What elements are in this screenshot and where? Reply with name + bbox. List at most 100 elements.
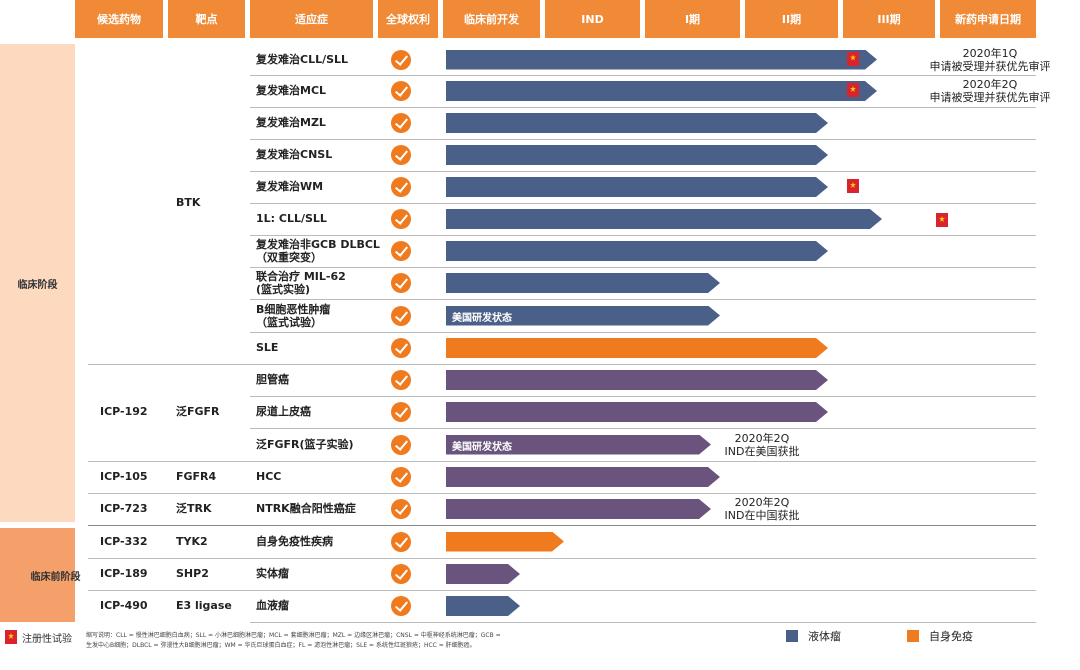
check-icon [391,338,411,358]
header-candidate: 候选药物 [75,0,163,38]
target-label: TYK2 [176,534,208,548]
row-divider [250,267,1036,268]
target-label: 泛TRK [176,502,212,515]
header-indication: 适应症 [250,0,373,38]
header-global-rights: 全球权利 [378,0,438,38]
check-icon [391,177,411,197]
check-icon [391,467,411,487]
abbreviation-note-1: 缩写说明：CLL = 慢性淋巴细胞白血病；SLL = 小淋巴细胞淋巴瘤；MCL … [86,632,501,639]
stage-preclinical [0,528,75,622]
status-note: 2020年2Q IND在中国获批 [724,496,800,522]
status-note: 2020年2Q 申请被受理并获优先审评 [929,78,1051,104]
row-divider [250,75,1036,76]
row-divider [250,171,1036,172]
indication-label: 复发难治CNSL [256,148,333,161]
progress-bar [446,209,882,229]
header-phase-2: II期 [745,0,838,38]
progress-bar [446,467,720,487]
indication-label: 泛FGFR(篮子实验) [256,437,354,451]
target-label: FGFR4 [176,470,217,483]
status-note: 2020年2Q IND在美国获批 [724,431,800,458]
check-icon [391,209,411,229]
progress-bar [446,81,877,101]
stage-divider [88,525,1036,526]
indication-label: 血液瘤 [256,599,289,612]
legend-liquid-label: 液体瘤 [808,630,841,643]
indication-label: 1L: CLL/SLL [256,212,327,225]
registration-flag-icon [847,83,859,97]
target-label: 泛FGFR [176,405,220,418]
legend-autoimmune-swatch [907,630,919,642]
registration-flag-icon [5,630,17,644]
check-icon [391,370,411,390]
progress-bar [446,113,828,133]
row-divider [88,493,1036,494]
indication-label: HCC [256,470,282,483]
legend-autoimmune-label: 自身免疫 [929,630,973,643]
registration-flag-icon [936,213,948,227]
progress-bar [446,370,828,390]
row-divider [250,622,1036,623]
header-phase-3: III期 [843,0,935,38]
progress-bar [446,50,877,70]
indication-label: 复发难治MZL [256,116,326,129]
indication-label: 复发难治CLL/SLL [256,52,349,66]
bar-label: 美国研发状态 [452,312,512,324]
header-target: 靶点 [168,0,245,38]
progress-bar [446,177,828,197]
stage-preclinical-label: 临床前阶段 [30,571,81,583]
progress-bar [446,564,520,584]
progress-bar [446,499,711,519]
row-divider [88,558,1036,559]
header-nda-date: 新药申请日期 [940,0,1036,38]
indication-label: 复发难治非GCB DLBCL （双重突变） [256,238,380,264]
row-divider [250,203,1036,204]
registration-flag-icon [847,179,859,193]
progress-bar [446,273,720,293]
row-divider [250,332,1036,333]
row-divider [250,396,1036,397]
progress-bar: 美国研发状态 [446,306,720,326]
progress-bar [446,145,828,165]
legend-liquid-swatch [786,630,798,642]
stage-clinical [0,44,75,522]
candidate-label: ICP-332 [100,534,148,548]
check-icon [391,596,411,616]
progress-bar [446,241,828,261]
row-divider [88,461,1036,462]
check-icon [391,273,411,293]
indication-label: 联合治疗 MIL-62 (篮式实验) [256,270,346,296]
progress-bar [446,402,828,422]
progress-bar [446,596,520,616]
abbreviation-note-2: 生发中心B细胞；DLBCL = 弥漫性大B细胞淋巴瘤；WM = 华氏巨球蛋白血症… [86,642,476,649]
target-label: BTK [176,196,201,209]
indication-label: 复发难治WM [256,180,324,193]
target-label: SHP2 [176,567,209,580]
indication-label: 尿道上皮癌 [256,405,311,418]
check-icon [391,49,411,70]
header-preclinical: 临床前开发 [443,0,540,38]
indication-label: 复发难治MCL [256,84,327,97]
progress-bar [446,532,564,552]
check-icon [391,564,411,584]
row-divider [88,364,1036,365]
target-label: E3 ligase [176,599,232,612]
row-divider [88,590,1036,591]
check-icon [391,145,411,165]
candidate-label: ICP-490 [100,599,148,612]
check-icon [391,499,411,519]
candidate-label: ICP-192 [100,405,148,418]
candidate-label: ICP-723 [100,502,148,515]
check-icon [391,531,411,552]
row-divider [250,107,1036,108]
indication-label: B细胞恶性肿瘤 （篮式试验） [256,302,331,329]
check-icon [391,113,411,133]
row-divider [250,428,1036,429]
flag-legend-label: 注册性试验 [22,634,72,645]
progress-bar: 美国研发状态 [446,435,711,455]
check-icon [391,402,411,422]
indication-label: 实体瘤 [256,567,289,580]
check-icon [391,81,411,101]
indication-label: 胆管癌 [256,373,289,386]
row-divider [250,139,1036,140]
